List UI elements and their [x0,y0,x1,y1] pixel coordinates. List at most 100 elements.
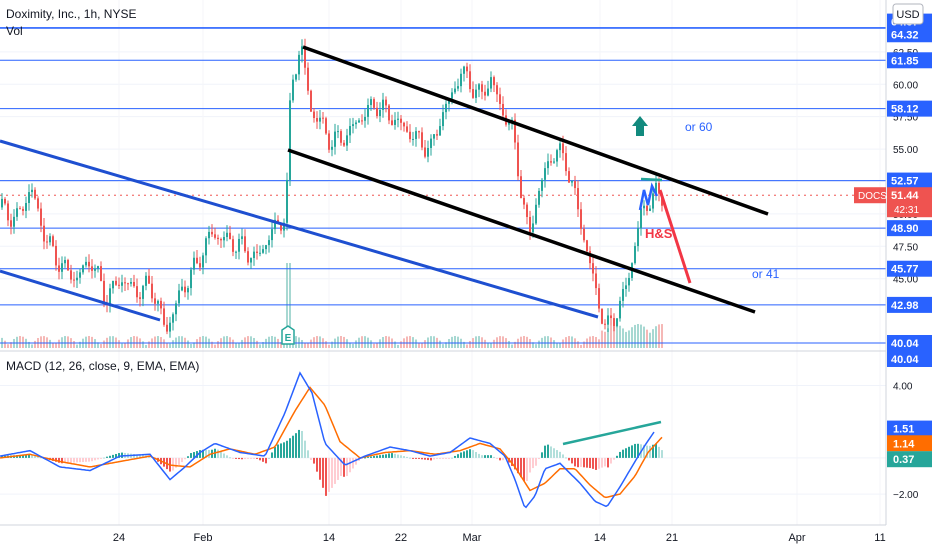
candle-body [40,208,42,226]
macd-histogram-bar [400,455,402,458]
macd-histogram-bar [541,452,543,458]
candle-body [115,280,117,285]
volume-bar [388,336,390,348]
volume-bar [466,344,468,348]
volume-bar [406,336,408,348]
candle-body [523,198,525,205]
price-scale[interactable]: 62.5060.0057.5055.0052.5050.0047.5045.00… [854,13,932,367]
volume-bar [451,336,453,348]
volume-bar [337,336,339,348]
macd-histogram-bar [313,457,315,464]
macd-histogram-bar [61,457,63,464]
macd-histogram-bar [100,457,102,459]
trendline-blue-lower [0,269,161,322]
macd-readout-label: 1.51 [893,424,914,436]
volume-bar [343,336,345,348]
macd-histogram-bar [613,457,615,460]
horizontal-levels[interactable] [0,27,886,344]
candle-body [565,153,567,172]
macd-histogram-bar [85,457,87,462]
level-price-tag [887,351,932,367]
candle-body [229,232,231,240]
volume-bar [493,339,495,348]
macd-histogram-bar [469,449,471,458]
candle-body [619,300,621,319]
macd-histogram-bar [646,445,648,458]
candle-body [634,246,636,264]
candle-body [316,118,318,122]
macd-histogram-bar [361,457,363,459]
volume-bar [67,336,69,348]
macd-readout-tag [887,451,932,468]
macd-scale[interactable]: 4.000.00−2.001.511.140.37 [887,382,932,502]
candle-body [529,217,531,233]
volume-bar [178,336,180,348]
volume-bar [643,326,645,348]
volume-bar [502,336,504,348]
volume-bar [580,344,582,348]
volume-bar [484,339,486,348]
neckline-teal [640,177,663,182]
candle-body [223,237,225,241]
macd-divergence-line [562,420,662,446]
volume-bar [226,336,228,348]
candle-body [250,258,252,263]
volume-bar [577,341,579,348]
candle-body [124,282,126,284]
volume-bar [556,343,558,348]
candle-body [421,132,423,148]
candle-body [220,239,222,241]
macd-histogram-bar [235,457,237,459]
currency-badge[interactable]: USD [892,3,924,25]
candle-body [127,283,129,285]
price-tick-label: 45.00 [893,275,918,286]
candle-body [349,126,351,136]
candle-body [520,176,522,199]
macd-histogram-bar [601,457,603,468]
chart-title: Doximity, Inc., 1h, NYSE [6,7,136,21]
macd-histogram-bar [205,449,207,458]
macd-histogram-bar [286,440,288,458]
candle-body [613,318,615,326]
time-axis[interactable]: 24 Feb 14 22 Mar 14 21 Apr 11 [113,532,886,544]
price-tick-label: 47.50 [893,242,918,253]
candle-body [553,161,555,163]
price-tick-label: 57.50 [893,113,918,124]
candle-body [361,120,363,122]
candle-body [616,318,618,326]
macd-histogram-bar [355,457,357,465]
candle-body [637,228,639,247]
volume-bar [355,340,357,348]
candle-body [415,131,417,139]
macd-histogram-bar [427,457,429,461]
macd-histogram-bar [652,444,654,458]
trend-lines[interactable] [0,45,769,322]
macd-histogram-bar [328,457,330,492]
volume-bar [16,336,18,348]
candle-body [463,66,465,74]
candle-body [79,272,81,278]
macd-histogram-bar [175,457,177,468]
candle-body [574,181,576,189]
volume-bar [613,324,615,348]
volume-bar [529,339,531,348]
price-grid [0,51,886,280]
candle-body [412,138,414,140]
level-price-label: 58.12 [891,104,919,116]
candle-body [331,146,333,150]
candle-body [136,286,138,298]
earnings-marker[interactable]: E [281,325,295,345]
macd-histogram-bar [223,453,225,458]
candle-body [325,118,327,134]
candle-body [445,103,447,113]
symbol-label: DOCS [858,191,887,202]
volume-bar [307,342,309,348]
candle-body [598,288,600,309]
macd-histogram-bar [199,450,201,458]
macd-histogram-bar [202,449,204,458]
macd-histogram-bar [628,446,630,458]
candle-body [406,126,408,132]
candle-body [472,89,474,98]
candle-body [298,54,300,75]
